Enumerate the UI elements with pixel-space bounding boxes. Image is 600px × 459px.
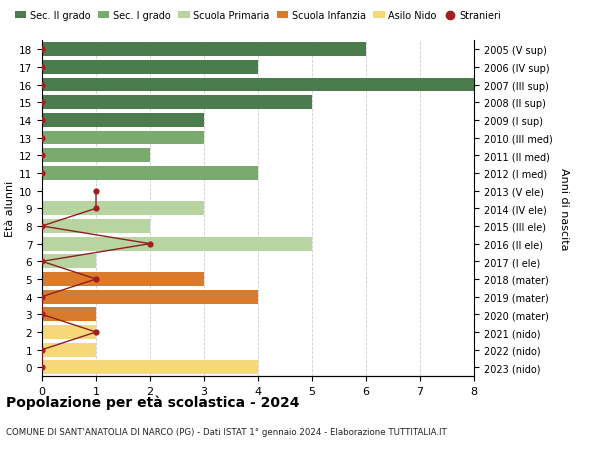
Bar bbox=[42, 114, 204, 128]
Bar bbox=[42, 78, 474, 92]
Bar bbox=[42, 96, 312, 110]
Bar bbox=[42, 361, 258, 375]
Bar bbox=[42, 255, 96, 269]
Bar bbox=[42, 237, 312, 251]
Bar bbox=[42, 43, 366, 57]
Bar bbox=[42, 131, 204, 145]
Bar bbox=[42, 167, 258, 180]
Y-axis label: Anni di nascita: Anni di nascita bbox=[559, 168, 569, 250]
Bar bbox=[42, 202, 204, 216]
Bar bbox=[42, 325, 96, 339]
Bar bbox=[42, 308, 96, 322]
Bar bbox=[42, 61, 258, 75]
Bar bbox=[42, 149, 150, 163]
Bar bbox=[42, 219, 150, 233]
Y-axis label: Età alunni: Età alunni bbox=[5, 181, 15, 237]
Text: Popolazione per età scolastica - 2024: Popolazione per età scolastica - 2024 bbox=[6, 395, 299, 409]
Legend: Sec. II grado, Sec. I grado, Scuola Primaria, Scuola Infanzia, Asilo Nido, Stran: Sec. II grado, Sec. I grado, Scuola Prim… bbox=[11, 7, 505, 25]
Text: COMUNE DI SANT'ANATOLIA DI NARCO (PG) - Dati ISTAT 1° gennaio 2024 - Elaborazion: COMUNE DI SANT'ANATOLIA DI NARCO (PG) - … bbox=[6, 427, 447, 436]
Bar bbox=[42, 273, 204, 286]
Bar bbox=[42, 290, 258, 304]
Bar bbox=[42, 343, 96, 357]
